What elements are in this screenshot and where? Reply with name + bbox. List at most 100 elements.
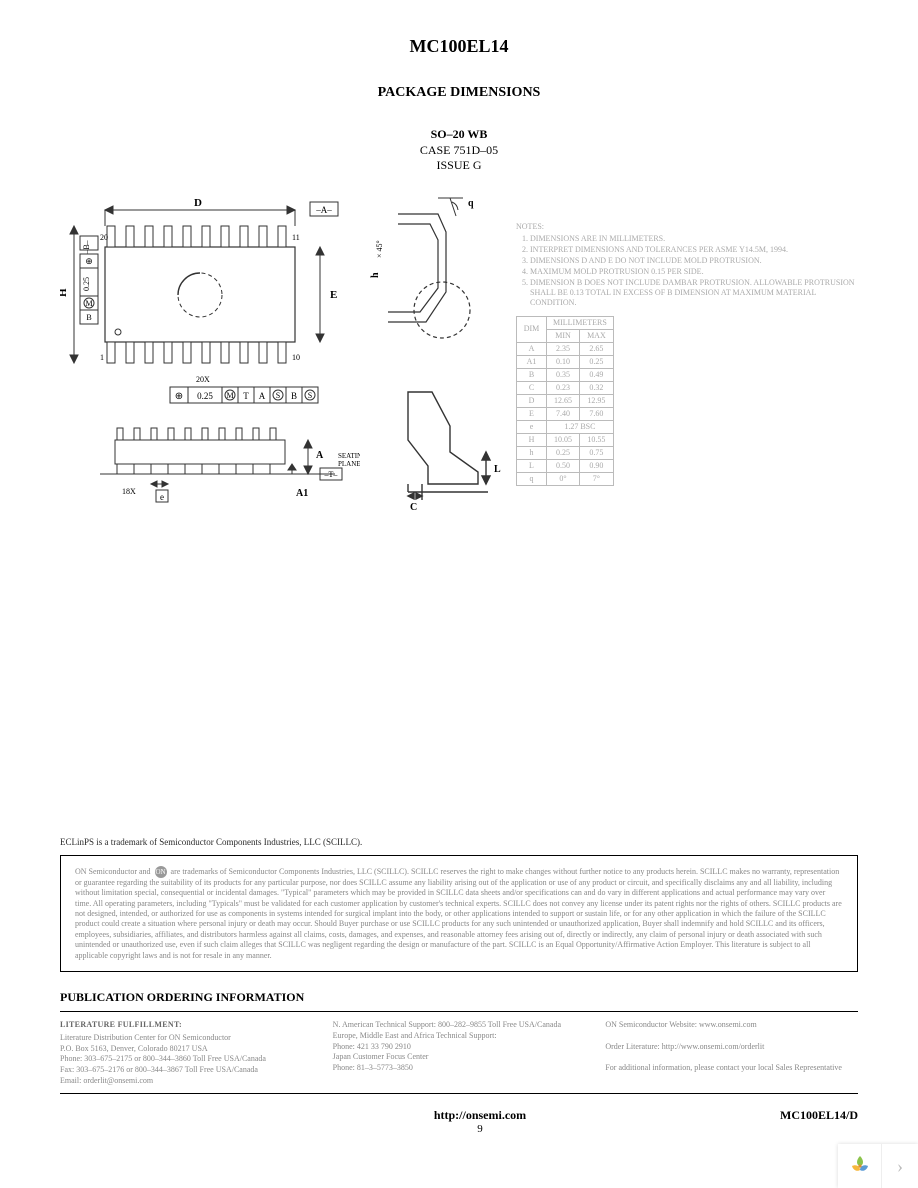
table-row: e1.27 BSC bbox=[517, 420, 614, 433]
pin10-label: 10 bbox=[292, 353, 300, 362]
section-title: PACKAGE DIMENSIONS bbox=[60, 85, 858, 101]
pub-line: Fax: 303–675–2176 or 800–344–3867 Toll F… bbox=[60, 1065, 313, 1076]
pub-col-3: ON Semiconductor Website: www.onsemi.com… bbox=[605, 1020, 858, 1087]
note-item: DIMENSIONS D AND E DO NOT INCLUDE MOLD P… bbox=[530, 256, 858, 266]
publication-columns: LITERATURE FULFILLMENT: Literature Distr… bbox=[60, 1020, 858, 1087]
diagram-area: D –A– 20 11 1 10 bbox=[60, 192, 858, 517]
dim-e-label: e bbox=[160, 492, 164, 502]
gdt-bot-oplus: ⊕ bbox=[175, 391, 183, 402]
gdt-bot-B: B bbox=[291, 391, 297, 401]
publication-title: PUBLICATION ORDERING INFORMATION bbox=[60, 990, 858, 1005]
footer-page: 9 bbox=[180, 1123, 780, 1135]
notes-heading: NOTES: bbox=[516, 222, 858, 232]
pin20-label: 20 bbox=[100, 233, 108, 242]
package-header: SO–20 WB CASE 751D–05 ISSUE G bbox=[60, 127, 858, 174]
pin11-label: 11 bbox=[292, 233, 300, 242]
table-row: q0°7° bbox=[517, 472, 614, 485]
viewer-nav-widget: › bbox=[838, 1144, 918, 1188]
disclaimer-prefix: ON Semiconductor and bbox=[75, 867, 151, 876]
pub-line: P.O. Box 5163, Denver, Colorado 80217 US… bbox=[60, 1044, 313, 1055]
dim-L-label: L bbox=[494, 464, 501, 475]
table-row: E7.407.60 bbox=[517, 407, 614, 420]
pub-col-1: LITERATURE FULFILLMENT: Literature Distr… bbox=[60, 1020, 313, 1087]
dim-max-head: MAX bbox=[580, 329, 614, 342]
dimensions-table: DIM MILLIMETERS MIN MAX A2.352.65A10.100… bbox=[516, 316, 614, 486]
pub-line: N. American Technical Support: 800–282–9… bbox=[333, 1020, 586, 1031]
pub-line: Phone: 303–675–2175 or 800–344–3860 Toll… bbox=[60, 1054, 313, 1065]
dim-A-label: A bbox=[316, 450, 324, 461]
gdt-left-M: M bbox=[85, 299, 92, 308]
viewer-next-button[interactable]: › bbox=[882, 1144, 918, 1188]
dim-q-label: q bbox=[468, 198, 474, 209]
note-item: DIMENSIONS ARE IN MILLIMETERS. bbox=[530, 234, 858, 244]
pub-line: Japan Customer Focus Center bbox=[333, 1052, 586, 1063]
footer-url: http://onsemi.com bbox=[434, 1108, 526, 1122]
table-row: B0.350.49 bbox=[517, 368, 614, 381]
dim-min-head: MIN bbox=[547, 329, 580, 342]
disclaimer-body: are trademarks of Semiconductor Componen… bbox=[75, 867, 842, 960]
gdt-bot-val: 0.25 bbox=[197, 391, 213, 401]
dim-D-label: D bbox=[194, 197, 202, 209]
package-diagram-topview: D –A– 20 11 1 10 bbox=[60, 192, 360, 517]
gdt-bot-M: M bbox=[226, 391, 233, 400]
pub-line: Europe, Middle East and Africa Technical… bbox=[333, 1031, 586, 1042]
footer-doc-id: MC100EL14/D bbox=[780, 1108, 858, 1123]
datum-A: –A– bbox=[315, 205, 332, 215]
pub-line: Email: orderlit@onsemi.com bbox=[60, 1076, 313, 1087]
dim-A1-label: A1 bbox=[296, 488, 308, 499]
case-line: CASE 751D–05 bbox=[60, 143, 858, 159]
pub-col1-head: LITERATURE FULFILLMENT: bbox=[60, 1020, 313, 1031]
gdt-left-val: 0.25 bbox=[82, 277, 91, 291]
svg-text:S: S bbox=[308, 391, 312, 400]
table-row: H10.0510.55 bbox=[517, 433, 614, 446]
table-row: C0.230.32 bbox=[517, 381, 614, 394]
pub-col-2: N. American Technical Support: 800–282–9… bbox=[333, 1020, 586, 1087]
table-row: h0.250.75 bbox=[517, 446, 614, 459]
dim-col-head: DIM bbox=[517, 316, 547, 342]
dim-h-label: h bbox=[370, 272, 381, 278]
on-logo-badge: ON bbox=[155, 866, 167, 878]
footer-row: http://onsemi.com 9 MC100EL14/D bbox=[60, 1108, 858, 1135]
part-number: MC100EL14 bbox=[60, 36, 858, 57]
svg-text:⊕: ⊕ bbox=[85, 256, 93, 266]
table-row: A10.100.25 bbox=[517, 355, 614, 368]
plane-label: PLANE bbox=[338, 460, 360, 468]
note-item: DIMENSION B DOES NOT INCLUDE DAMBAR PROT… bbox=[530, 278, 858, 308]
pub-line: Phone: 421 33 790 2910 bbox=[333, 1042, 586, 1053]
datum-B: –B– bbox=[82, 239, 91, 254]
pub-line: ON Semiconductor Website: www.onsemi.com bbox=[605, 1020, 858, 1031]
dim-C-label: C bbox=[410, 502, 417, 512]
pub-divider bbox=[60, 1011, 858, 1012]
pin1-label: 1 bbox=[100, 353, 104, 362]
notes-block: NOTES: DIMENSIONS ARE IN MILLIMETERS.INT… bbox=[516, 222, 858, 308]
x45-label: × 45° bbox=[375, 240, 384, 258]
table-row: A2.352.65 bbox=[517, 342, 614, 355]
dim-H-label: H bbox=[60, 288, 69, 297]
pub-line bbox=[605, 1031, 858, 1042]
dim-unit-head: MILLIMETERS bbox=[547, 316, 614, 329]
chevron-right-icon: › bbox=[897, 1156, 903, 1177]
seating-label: SEATING bbox=[338, 452, 360, 460]
issue-line: ISSUE G bbox=[60, 158, 858, 174]
trademark-line: ECLinPS is a trademark of Semiconductor … bbox=[60, 837, 858, 847]
viewer-logo-icon[interactable] bbox=[838, 1144, 882, 1188]
x18-label: 18X bbox=[122, 487, 136, 496]
datum-T: –T– bbox=[324, 470, 339, 479]
pub-line: For additional information, please conta… bbox=[605, 1063, 858, 1074]
disclaimer-box: ON Semiconductor and ON are trademarks o… bbox=[60, 855, 858, 972]
pub-line: Order Literature: http://www.onsemi.com/… bbox=[605, 1042, 858, 1053]
gdt-left-B: B bbox=[86, 313, 91, 322]
pub-line: Literature Distribution Center for ON Se… bbox=[60, 1033, 313, 1044]
footer-divider bbox=[60, 1093, 858, 1094]
gdt-bot-T: T bbox=[243, 391, 249, 401]
svg-text:S: S bbox=[276, 391, 280, 400]
table-row: D12.6512.95 bbox=[517, 394, 614, 407]
x20-label: 20X bbox=[196, 375, 210, 384]
gdt-bot-A: A bbox=[259, 391, 266, 401]
pub-line: Phone: 81–3–5773–3850 bbox=[333, 1063, 586, 1074]
dim-E-label: E bbox=[330, 289, 337, 301]
pub-line bbox=[605, 1052, 858, 1063]
package-name: SO–20 WB bbox=[60, 127, 858, 143]
note-item: MAXIMUM MOLD PROTRUSION 0.15 PER SIDE. bbox=[530, 267, 858, 277]
table-row: L0.500.90 bbox=[517, 459, 614, 472]
